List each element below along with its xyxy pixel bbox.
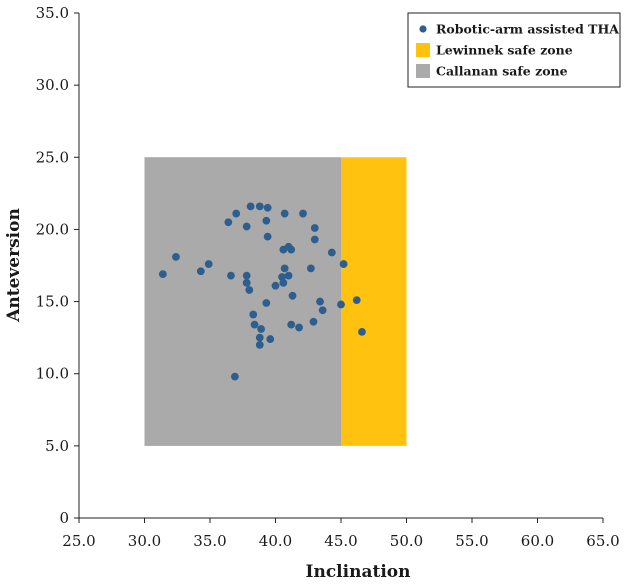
data-point [287, 245, 296, 254]
data-point [262, 216, 271, 225]
zone-callanan-safe-zone [144, 157, 341, 446]
data-point [227, 271, 235, 280]
legend-label-callanan: Callanan safe zone [436, 64, 568, 79]
data-point [263, 203, 272, 212]
y-tick-label: 0 [59, 509, 69, 527]
y-tick-label: 10.0 [36, 365, 69, 383]
data-point [245, 286, 254, 294]
data-point [230, 372, 239, 381]
x-tick-label: 55.0 [455, 532, 488, 550]
legend-marker-robotic-arm [419, 25, 427, 33]
data-point [279, 278, 288, 287]
data-point [287, 320, 296, 329]
data-point [327, 248, 336, 257]
x-tick-label: 25.0 [62, 532, 95, 550]
legend-swatch-callanan [416, 64, 430, 78]
x-tick-label: 45.0 [324, 532, 357, 550]
data-point [242, 222, 251, 231]
data-point [299, 209, 307, 218]
data-point [316, 297, 324, 306]
data-point [306, 264, 315, 273]
data-point [309, 317, 318, 326]
data-point [288, 291, 297, 300]
safe-zones [144, 157, 407, 446]
data-point [158, 270, 167, 279]
data-point [204, 260, 213, 268]
x-tick-label: 30.0 [128, 532, 161, 550]
x-axis-title: Inclination [306, 562, 411, 582]
data-point [271, 281, 280, 290]
data-point [232, 209, 241, 218]
legend-label-lewinnek: Lewinnek safe zone [436, 43, 573, 58]
data-point [255, 202, 264, 211]
data-point [295, 323, 303, 332]
data-point [337, 300, 345, 309]
y-tick-label: 20.0 [36, 220, 69, 238]
data-point [318, 306, 327, 315]
legend: Robotic-arm assisted THA Lewinnek safe z… [407, 12, 621, 88]
data-point [255, 333, 264, 342]
data-point [352, 296, 361, 305]
y-tick-label: 15.0 [36, 293, 69, 311]
data-point [250, 320, 259, 329]
x-tick-label: 35.0 [193, 532, 226, 550]
data-point [262, 299, 271, 307]
data-point [242, 278, 251, 287]
data-point [263, 232, 272, 241]
x-tick-label: 40.0 [259, 532, 292, 550]
data-point [224, 218, 233, 227]
y-tick-label: 35.0 [36, 4, 69, 22]
legend-label-robotic-arm: Robotic-arm assisted THA [436, 22, 619, 37]
legend-box [407, 12, 621, 88]
x-tick-label: 65.0 [586, 532, 619, 550]
data-point [196, 267, 205, 276]
data-point [358, 327, 366, 336]
data-point [284, 271, 293, 280]
data-point [257, 325, 265, 333]
x-tick-label: 50.0 [390, 532, 423, 550]
data-point [339, 260, 348, 268]
y-tick-label: 5.0 [45, 437, 69, 455]
y-ticks: 0 5.0 10.0 15.0 20.0 25.0 30.0 35.0 [36, 4, 79, 527]
x-tick-label: 60.0 [521, 532, 554, 550]
data-point [310, 224, 319, 232]
y-tick-label: 25.0 [36, 148, 69, 166]
data-point [246, 202, 255, 211]
y-tick-label: 30.0 [36, 76, 69, 94]
data-point [255, 340, 264, 349]
data-point [249, 310, 258, 319]
x-ticks: 25.0 30.0 35.0 40.0 45.0 50.0 55.0 60.0 65.0 [62, 518, 620, 550]
data-point [280, 209, 289, 218]
y-axis-title: Anteversion [4, 208, 24, 323]
legend-swatch-lewinnek [416, 43, 430, 57]
data-points [158, 202, 366, 381]
data-point [242, 271, 251, 280]
data-point [266, 335, 275, 343]
data-point [172, 252, 180, 261]
data-point [310, 235, 319, 244]
data-point [280, 264, 289, 273]
